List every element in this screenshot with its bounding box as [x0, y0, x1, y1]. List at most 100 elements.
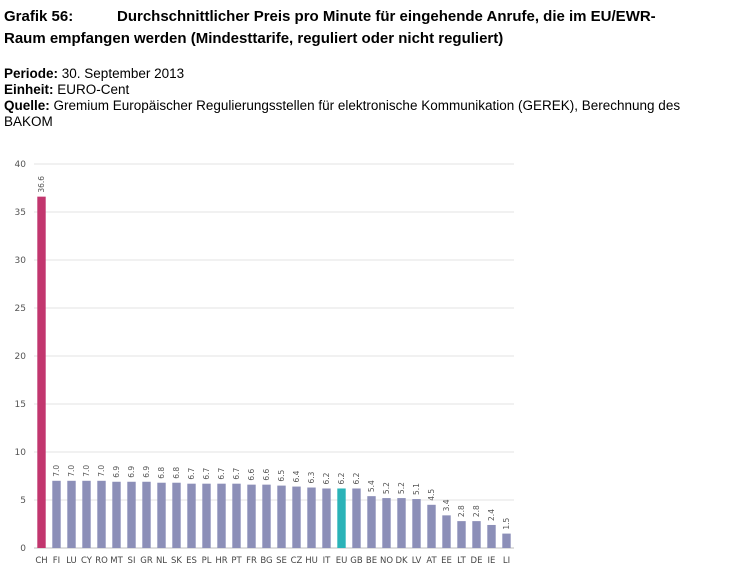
bar-fi: [52, 480, 61, 548]
bar-at: [427, 504, 436, 548]
x-label-gr: GR: [140, 556, 153, 566]
y-tick-label: 30: [15, 256, 27, 266]
value-label-bg: 6.6: [262, 468, 271, 480]
value-label-fi: 7.0: [52, 465, 61, 477]
x-label-cz: CZ: [291, 556, 303, 566]
x-label-hr: HR: [215, 556, 227, 566]
periode-label: Periode:: [4, 66, 59, 81]
value-label-li: 1.5: [502, 517, 511, 529]
einheit-row: Einheit: EURO-Cent: [4, 82, 726, 98]
x-label-eu: EU: [336, 556, 348, 566]
y-tick-label: 15: [15, 400, 26, 410]
value-label-sk: 6.8: [172, 467, 181, 479]
value-label-ee: 3.4: [442, 499, 451, 511]
figure-title: Grafik 56: Durchschnittlicher Preis pro M…: [4, 6, 726, 50]
value-label-mt: 6.9: [112, 466, 121, 478]
bar-dk: [397, 498, 406, 548]
bar-ro: [97, 480, 106, 548]
x-label-se: SE: [276, 556, 287, 566]
value-label-si: 6.9: [127, 466, 136, 478]
value-label-lv: 5.1: [412, 483, 421, 495]
figure-meta: Periode: 30. September 2013 Einheit: EUR…: [4, 66, 726, 130]
x-label-si: SI: [128, 556, 136, 566]
bar-cy: [82, 480, 91, 548]
y-tick-label: 10: [15, 448, 27, 458]
value-labels: 36.6 7.0 7.0 7.0 7.0 6.9 6.9 6.9 6.8 6.8 6.7 6.7 6.7…: [37, 176, 511, 530]
x-axis-labels: CH FI LU CY RO MT SI GR NL SK ES PL HR PT FR BG SE CZ HU IT…: [35, 556, 510, 566]
y-tick-label: 20: [15, 352, 27, 362]
bar-mt: [112, 481, 121, 548]
bar-gr: [142, 481, 151, 548]
x-label-li: LI: [503, 556, 510, 566]
value-label-dk: 5.2: [397, 482, 406, 494]
value-label-cy: 7.0: [82, 465, 91, 477]
bar-pt: [232, 483, 241, 548]
value-label-lu: 7.0: [67, 465, 76, 477]
quelle-row: Quelle: Gremium Europäischer Regulierung…: [4, 98, 726, 130]
x-label-lu: LU: [66, 556, 77, 566]
x-label-sk: SK: [171, 556, 182, 566]
value-label-pt: 6.7: [232, 468, 241, 480]
y-tick-label: 25: [15, 304, 26, 314]
bar-no: [382, 498, 391, 548]
bar-li: [502, 533, 511, 548]
bar-hr: [217, 483, 226, 548]
bar-lt: [457, 521, 466, 548]
value-label-hr: 6.7: [217, 468, 226, 480]
chart-grid: [34, 163, 514, 549]
bar-ch: [37, 196, 46, 548]
x-label-ch: CH: [35, 556, 47, 566]
value-label-no: 5.2: [382, 482, 391, 494]
value-label-nl: 6.8: [157, 467, 166, 479]
einheit-value: EURO-Cent: [57, 82, 130, 97]
x-label-cy: CY: [81, 556, 93, 566]
value-label-de: 2.8: [472, 505, 481, 517]
x-label-fi: FI: [53, 556, 60, 566]
value-label-eu: 6.2: [337, 472, 346, 484]
figure-number: Grafik 56:: [4, 8, 74, 25]
x-label-no: NO: [380, 556, 393, 566]
bar-fr: [247, 484, 256, 548]
value-label-se: 6.5: [277, 469, 286, 481]
y-tick-label: 5: [20, 496, 26, 506]
value-label-es: 6.7: [187, 468, 196, 480]
bar-pl: [202, 483, 211, 548]
x-label-at: AT: [426, 556, 437, 566]
x-label-nl: NL: [156, 556, 167, 566]
title-line-2: Raum empfangen werden (Mindesttarife, re…: [4, 30, 504, 47]
x-label-gb: GB: [350, 556, 363, 566]
bar-be: [367, 496, 376, 548]
value-label-cz: 6.4: [292, 470, 301, 482]
bar-nl: [157, 482, 166, 548]
bar-lv: [412, 499, 421, 548]
x-label-hu: HU: [305, 556, 318, 566]
value-label-gb: 6.2: [352, 472, 361, 484]
bar-bg: [262, 484, 271, 548]
bar-chart: 0 5 10 15 20 25 30 35 40 36.6 7.0 7.0 7.0 7.0 6.9 6.9 6…: [15, 160, 514, 566]
y-tick-label: 0: [20, 544, 26, 554]
x-label-lt: LT: [457, 556, 467, 566]
bar-cz: [292, 486, 301, 548]
bar-ee: [442, 515, 451, 548]
x-label-pt: PT: [231, 556, 242, 566]
value-label-pl: 6.7: [202, 468, 211, 480]
bar-eu: [337, 488, 346, 548]
x-label-bg: BG: [260, 556, 272, 566]
bar-it: [322, 488, 331, 548]
figure-header: Grafik 56: Durchschnittlicher Preis pro M…: [4, 6, 726, 130]
quelle-value: Gremium Europäischer Regulierungsstellen…: [4, 98, 681, 129]
periode-row: Periode: 30. September 2013: [4, 66, 726, 82]
value-label-ro: 7.0: [97, 465, 106, 477]
x-label-ro: RO: [95, 556, 108, 566]
einheit-label: Einheit:: [4, 82, 54, 97]
bar-gb: [352, 488, 361, 548]
value-label-ie: 2.4: [487, 509, 496, 521]
value-label-be: 5.4: [367, 480, 376, 492]
x-label-de: DE: [471, 556, 483, 566]
bar-sk: [172, 482, 181, 548]
x-label-ie: IE: [488, 556, 496, 566]
bar-es: [187, 483, 196, 548]
value-label-hu: 6.3: [307, 471, 316, 483]
x-label-mt: MT: [110, 556, 123, 566]
y-axis-ticks: 0 5 10 15 20 25 30 35 40: [15, 160, 27, 554]
